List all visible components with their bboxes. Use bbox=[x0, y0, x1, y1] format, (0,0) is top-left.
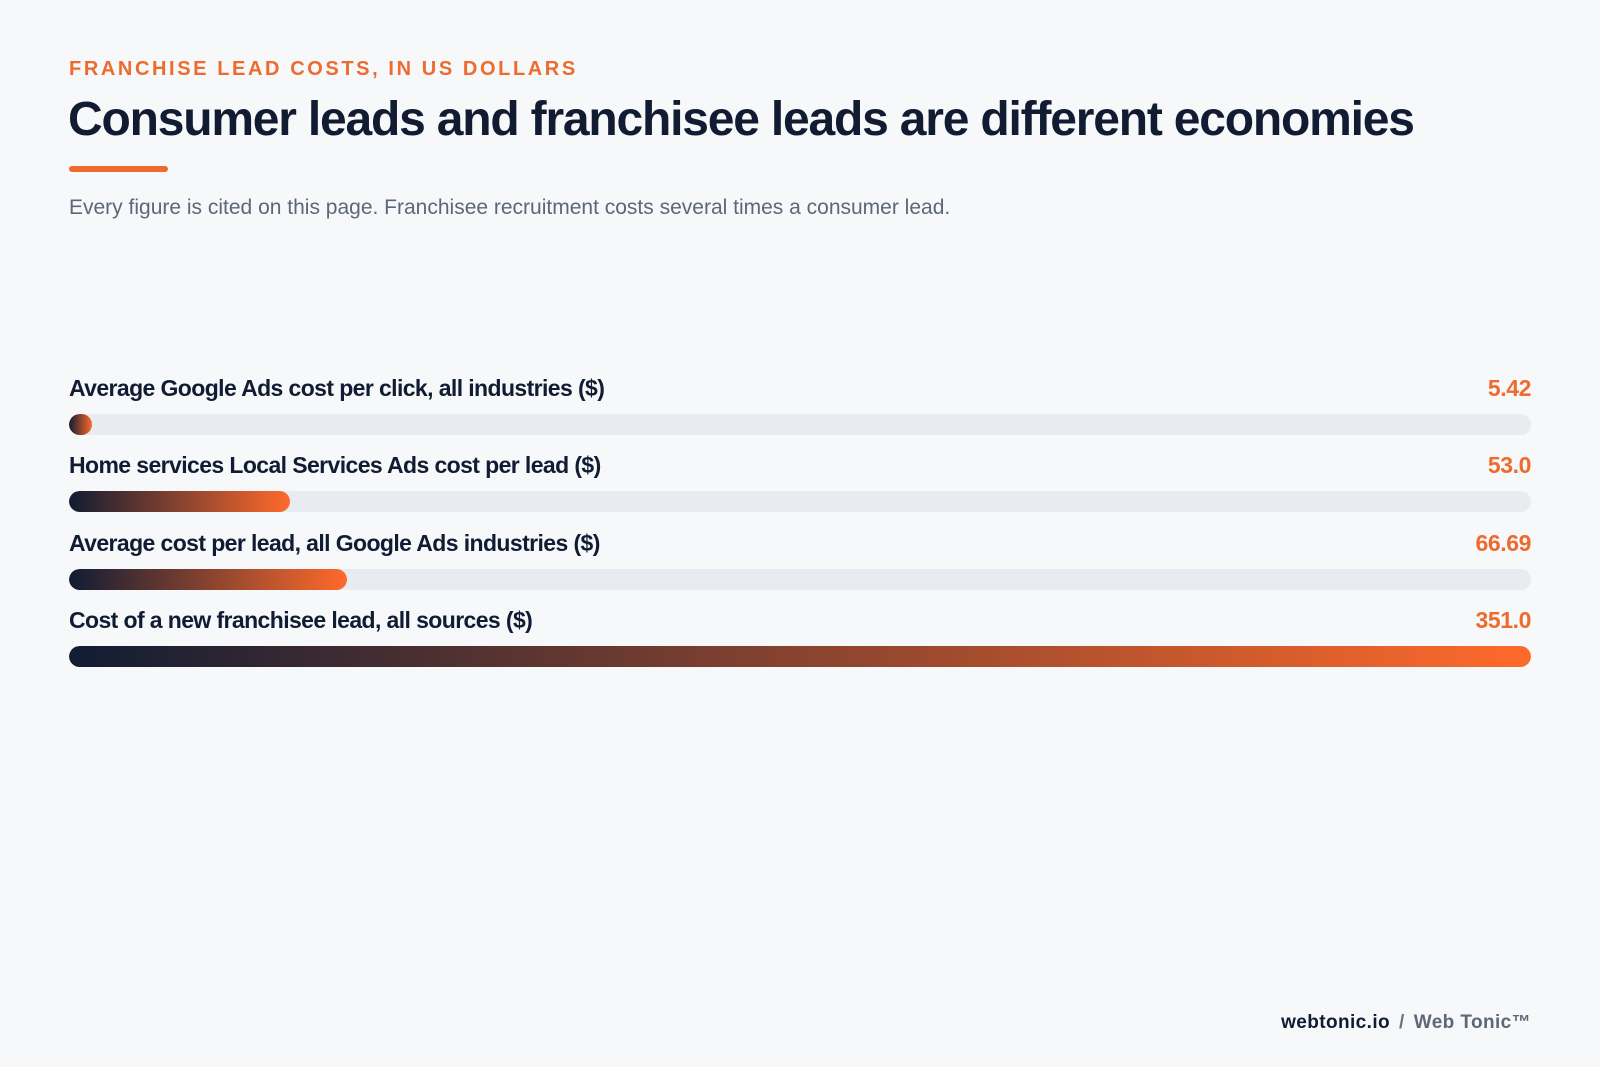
bar-chart: Average Google Ads cost per click, all i… bbox=[69, 372, 1531, 681]
bar-track bbox=[69, 568, 1531, 590]
bar-row: Home services Local Services Ads cost pe… bbox=[69, 449, 1531, 526]
bar-label: Home services Local Services Ads cost pe… bbox=[69, 452, 601, 479]
bar-label: Average Google Ads cost per click, all i… bbox=[69, 375, 605, 401]
bar-row: Average Google Ads cost per click, all i… bbox=[69, 372, 1531, 449]
bar-row: Average cost per lead, all Google Ads in… bbox=[69, 527, 1531, 604]
bar-value-label: 5.42 bbox=[1487, 375, 1532, 401]
bar-track bbox=[69, 645, 1531, 667]
bar-value-label: 53.0 bbox=[1487, 452, 1532, 479]
bar bbox=[69, 491, 290, 513]
chart-subtitle: Every figure is cited on this page. Fran… bbox=[69, 196, 951, 219]
footer-site: webtonic.io bbox=[1281, 1012, 1391, 1033]
chart-title: Consumer leads and franchisee leads are … bbox=[68, 93, 1415, 146]
bar-track bbox=[69, 414, 1531, 435]
footer-separator: / bbox=[1399, 1012, 1405, 1033]
bar-track bbox=[69, 491, 1531, 513]
footer-credit: webtonic.io / Web Tonic™ bbox=[1281, 1012, 1531, 1034]
bar-label: Cost of a new franchisee lead, all sourc… bbox=[69, 606, 533, 633]
chart-eyebrow: FRANCHISE LEAD COSTS, IN US DOLLARS bbox=[69, 58, 578, 80]
bar-label: Average cost per lead, all Google Ads in… bbox=[69, 529, 600, 556]
bar bbox=[69, 414, 92, 435]
bar bbox=[69, 645, 1531, 667]
title-underline bbox=[69, 166, 168, 172]
bar-value-label: 351.0 bbox=[1475, 606, 1531, 633]
bar bbox=[69, 568, 347, 590]
bar-value-label: 66.69 bbox=[1475, 529, 1531, 556]
bar-row: Cost of a new franchisee lead, all sourc… bbox=[69, 604, 1531, 681]
footer-brand: Web Tonic™ bbox=[1413, 1012, 1531, 1033]
